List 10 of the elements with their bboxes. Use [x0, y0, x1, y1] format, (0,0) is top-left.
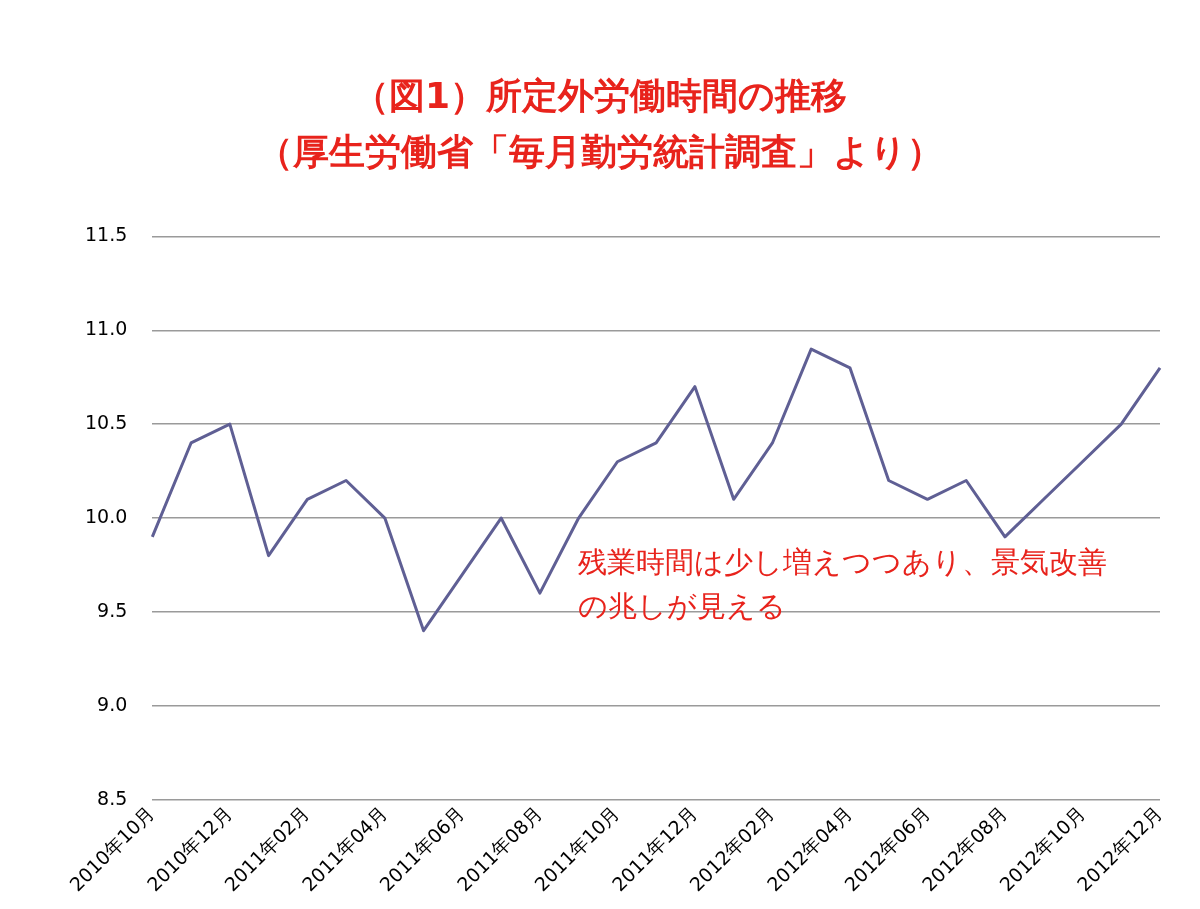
annotation: 残業時間は少し増えつつあり、景気改善の兆しが見える — [578, 544, 1108, 625]
y-tick-label: 11.0 — [84, 317, 128, 340]
chart-subtitle: （厚生労働省「毎月勤労統計調査」より） — [256, 130, 944, 174]
chart-title: （図1）所定外労働時間の推移 — [351, 74, 849, 118]
y-tick-label: 10.0 — [84, 505, 128, 527]
y-tick-label: 9.0 — [97, 692, 128, 715]
y-tick-label: 8.5 — [97, 786, 128, 809]
y-tick-label: 10.5 — [84, 411, 128, 434]
y-tick-label: 9.5 — [97, 598, 128, 621]
y-tick-label: 11.5 — [84, 223, 128, 246]
